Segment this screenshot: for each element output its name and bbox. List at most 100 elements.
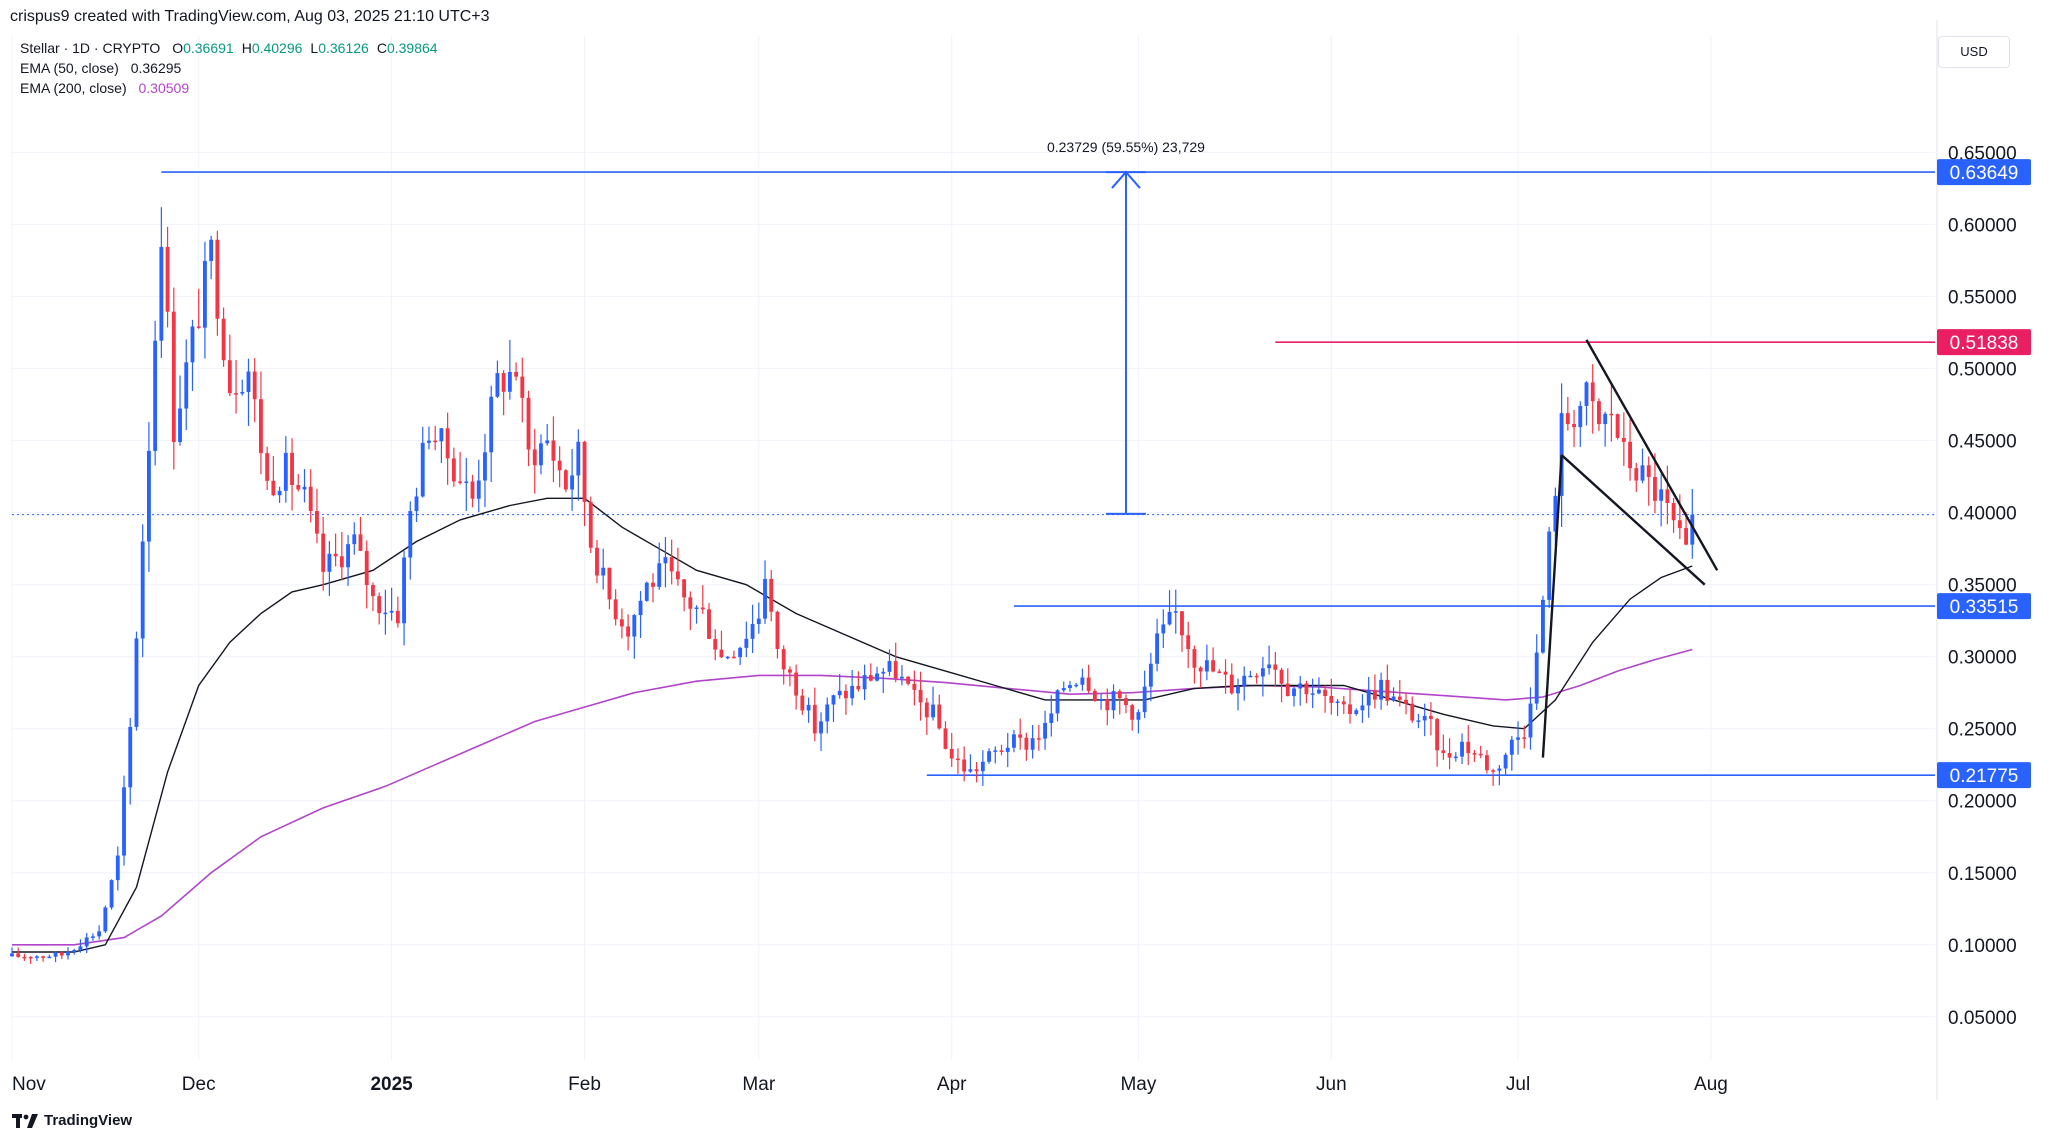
time-axis[interactable]: Nov Dec 2025 Feb Mar Apr May Jun Jul Aug	[12, 1074, 1728, 1095]
candle-body	[389, 610, 394, 613]
price-tick-label: 0.30000	[1948, 648, 2017, 669]
candle-body	[1292, 688, 1296, 697]
candle-body	[1086, 677, 1091, 691]
time-tick-label: Jul	[1506, 1074, 1530, 1095]
ema-50-line	[12, 497, 1693, 953]
candle-body	[1012, 734, 1016, 748]
candle-body	[968, 769, 973, 772]
candle-body	[812, 704, 817, 734]
candle-body	[196, 326, 201, 328]
candle-body	[1155, 633, 1160, 664]
candle-body	[669, 557, 674, 572]
candle-body	[1161, 624, 1166, 634]
candle-body	[1254, 675, 1259, 678]
candle-body	[1217, 671, 1222, 673]
time-tick-label: May	[1120, 1074, 1156, 1095]
price-axis[interactable]: 0.05000 0.10000 0.15000 0.20000 0.25000 0.300…	[1936, 20, 2017, 1100]
candle-body	[296, 484, 301, 490]
tradingview-brand[interactable]: TradingView	[12, 1112, 132, 1129]
ohlc-value-c: 0.39864	[386, 40, 438, 56]
brand-label: TradingView	[44, 1112, 133, 1129]
candle-body	[1410, 703, 1415, 721]
symbol-title[interactable]: Stellar · 1D · CRYPTO	[20, 40, 161, 56]
candle-body	[731, 656, 736, 659]
candle-body	[1559, 413, 1564, 496]
candle-body	[1466, 741, 1471, 754]
pattern-line-1	[1541, 455, 1563, 758]
candle-body	[1117, 691, 1122, 699]
candle-body	[1092, 690, 1097, 702]
candle-body	[1111, 691, 1116, 711]
resistance-line-label-bg	[1937, 329, 2031, 356]
candle-body	[140, 541, 145, 639]
candle-body	[1534, 652, 1539, 704]
candle-body	[246, 371, 251, 393]
candle-body	[763, 578, 767, 619]
symbol-legend: Stellar · 1D · CRYPTO O0.36691 H0.40296 L0…	[20, 40, 438, 56]
candle-body	[1229, 674, 1234, 694]
candle-body	[59, 952, 64, 956]
candle-body	[1684, 528, 1688, 545]
candle-body	[103, 907, 108, 932]
candle-body	[520, 376, 525, 398]
candle-body	[1360, 705, 1365, 711]
candle-body	[1030, 738, 1035, 750]
candle-body	[433, 440, 438, 443]
time-tick-label: Apr	[937, 1074, 967, 1095]
candle-body	[781, 649, 786, 670]
candle-body	[1677, 520, 1682, 529]
candle-body	[190, 326, 195, 363]
candle-body	[507, 371, 512, 392]
candle-body	[327, 553, 332, 572]
ema200-legend[interactable]: EMA (200, close) 0.30509	[20, 80, 189, 96]
candle-body	[1130, 705, 1135, 720]
ema50-value: 0.36295	[130, 60, 182, 76]
candle-body	[1236, 686, 1240, 694]
candle-body	[632, 615, 637, 637]
candle-body	[831, 695, 836, 705]
candle-body	[725, 656, 730, 659]
candle-body	[315, 510, 319, 534]
candle-body	[1385, 679, 1390, 701]
candle-body	[408, 511, 413, 558]
candle-body	[1298, 683, 1303, 689]
candle-body	[495, 373, 500, 397]
candle-body	[1441, 750, 1446, 754]
ohlc-key-l: L	[310, 40, 319, 56]
candle-body	[1273, 664, 1278, 670]
candle-body	[1621, 437, 1626, 442]
candle-body	[582, 441, 587, 502]
ohlc-value-l: 0.36126	[318, 40, 369, 56]
price-tick-label: 0.10000	[1948, 936, 2017, 957]
candle-body	[900, 676, 904, 679]
candle-body	[1173, 611, 1178, 613]
candle-body	[283, 452, 288, 491]
candle-body	[259, 399, 263, 454]
candle-body	[1460, 741, 1464, 757]
candle-body	[339, 556, 344, 568]
ema50-label: EMA (50, close)	[20, 60, 119, 76]
ohlc-values: O0.36691 H0.40296 L0.36126 C0.39864	[164, 40, 437, 56]
candle-body	[588, 501, 593, 548]
candle-body	[800, 695, 805, 711]
candle-body	[159, 246, 164, 341]
candle-body	[1148, 663, 1153, 687]
support-line-label: 0.33515	[1950, 597, 2019, 618]
ohlc-key-o: O	[172, 40, 184, 56]
candle-body	[657, 563, 662, 587]
candle-body	[1509, 739, 1514, 755]
time-tick-label: Feb	[568, 1074, 601, 1095]
candle-body	[1484, 755, 1489, 771]
candle-body	[1640, 465, 1645, 481]
candle-body	[227, 360, 232, 394]
candle-body	[962, 759, 967, 772]
candle-body	[1341, 701, 1346, 705]
candle-body	[1516, 737, 1520, 740]
candle-body	[1584, 382, 1589, 406]
ema50-legend[interactable]: EMA (50, close) 0.36295	[20, 60, 181, 76]
currency-button[interactable]: USD	[1938, 36, 2010, 68]
candle-body	[358, 534, 363, 551]
chart-grid	[11, 35, 1935, 1060]
candle-body	[1198, 667, 1203, 672]
